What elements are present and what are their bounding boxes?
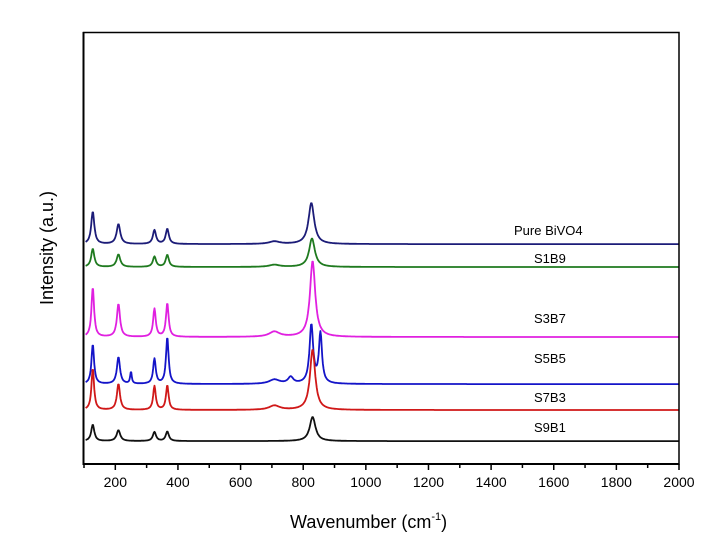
- x-tick-label: 1000: [350, 474, 381, 490]
- x-tick-label: 400: [166, 474, 190, 490]
- series-line-s9b1: [85, 416, 679, 443]
- series-label: S1B9: [534, 251, 566, 266]
- x-tick-label: 2000: [663, 474, 694, 490]
- x-axis-title-close: ): [441, 512, 447, 532]
- series-label: S5B5: [534, 351, 566, 366]
- series-label: S3B7: [534, 311, 566, 326]
- x-tick-label: 600: [229, 474, 253, 490]
- x-axis-title: Wavenumber (cm-1): [290, 511, 447, 532]
- series-label: Pure BiVO4: [514, 223, 583, 238]
- x-tick-label: 1400: [476, 474, 507, 490]
- series-labels: Pure BiVO4 S1B9 S3B7 S5B5 S7B3 S9B1: [514, 223, 583, 435]
- series-label: S9B1: [534, 420, 566, 435]
- x-ticks: 200 400 600 800 1000 1200 1400 1600 1800 2000: [83, 464, 695, 490]
- x-tick-label: 1600: [538, 474, 569, 490]
- x-tick-label: 1800: [601, 474, 632, 490]
- x-tick-label: 1200: [413, 474, 444, 490]
- series-line-s1b9: [85, 237, 679, 268]
- x-axis-title-main: Wavenumber (cm: [290, 512, 431, 532]
- series-line-s7b3: [85, 349, 679, 411]
- y-axis-title: Intensity (a.u.): [37, 191, 57, 305]
- x-axis-title-superscript: -1: [431, 511, 441, 523]
- series-line-s5b5: [85, 323, 679, 386]
- series-group: [85, 202, 679, 443]
- series-line-pure-bivo4: [85, 202, 679, 246]
- series-line-s3b7: [85, 260, 679, 338]
- series-label: S7B3: [534, 390, 566, 405]
- x-tick-label: 800: [292, 474, 316, 490]
- x-tick-label: 200: [104, 474, 128, 490]
